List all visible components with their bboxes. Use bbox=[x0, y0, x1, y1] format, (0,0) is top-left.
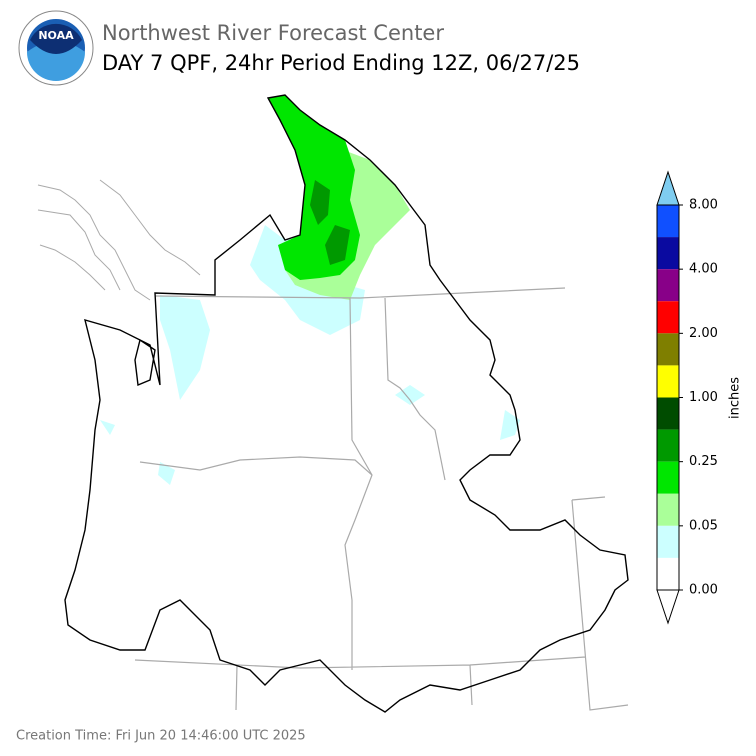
colorbar-band bbox=[657, 429, 679, 462]
qpf-darkgreen bbox=[310, 180, 350, 265]
map bbox=[37, 94, 629, 713]
colorbar-tick-label: 1.00 bbox=[689, 390, 718, 405]
canada-coast bbox=[37, 179, 201, 301]
colorbar-tick-label: 4.00 bbox=[689, 262, 718, 277]
subtitle: DAY 7 QPF, 24hr Period Ending 12Z, 06/27… bbox=[102, 51, 580, 75]
colorbar: 8.00 4.00 2.00 1.00 0.25 0.05 0.00 bbox=[656, 170, 718, 625]
colorbar-tick-label: 2.00 bbox=[689, 326, 718, 341]
colorbar-band bbox=[657, 205, 679, 238]
colorbar-band bbox=[657, 557, 679, 590]
colorbar-band bbox=[657, 333, 679, 366]
colorbar-band bbox=[657, 365, 679, 398]
colorbar-band bbox=[657, 525, 679, 558]
basin-outline bbox=[64, 94, 629, 713]
colorbar-tick-label: 8.00 bbox=[689, 198, 718, 213]
colorbar-tick-label: 0.00 bbox=[689, 583, 718, 598]
colorbar-band bbox=[657, 461, 679, 494]
colorbar-under bbox=[656, 589, 680, 625]
colorbar-band bbox=[657, 493, 679, 526]
colorbar-band bbox=[657, 301, 679, 334]
colorbar-band bbox=[657, 397, 679, 430]
title: Northwest River Forecast Center bbox=[102, 21, 444, 45]
creation-time: Creation Time: Fri Jun 20 14:46:00 UTC 2… bbox=[16, 729, 306, 744]
colorbar-band bbox=[657, 237, 679, 270]
colorbar-tick-label: 0.25 bbox=[689, 454, 718, 469]
colorbar-over bbox=[656, 170, 680, 206]
colorbar-label: inches bbox=[728, 377, 743, 419]
logo-text: NOAA bbox=[38, 29, 74, 42]
colorbar-band bbox=[657, 269, 679, 302]
colorbar-tick-label: 0.05 bbox=[689, 518, 718, 533]
state-lines bbox=[134, 287, 629, 711]
logo: NOAA bbox=[18, 10, 94, 86]
basin-fill bbox=[65, 95, 628, 712]
